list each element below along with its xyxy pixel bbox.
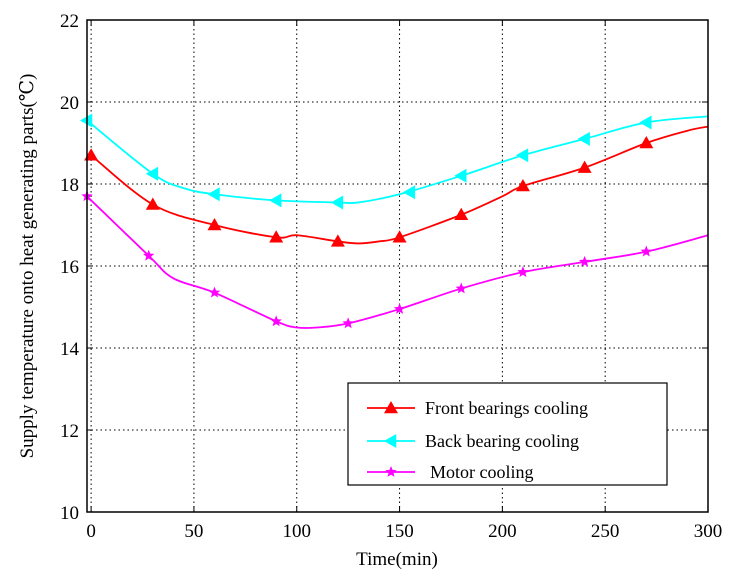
- data-point: [577, 131, 590, 146]
- x-axis-title: Time(min): [356, 549, 438, 570]
- data-point: [393, 303, 406, 314]
- legend-label: Back bearing cooling: [425, 431, 579, 451]
- data-point: [145, 197, 160, 210]
- y-tick-label: 22: [60, 11, 79, 32]
- y-axis-title: Supply temperature onto heat generating …: [17, 74, 38, 459]
- x-tick-label: 50: [184, 521, 203, 542]
- data-point: [515, 179, 530, 192]
- data-point: [207, 187, 220, 202]
- x-tick-label: 0: [86, 521, 96, 542]
- data-point: [207, 218, 222, 231]
- series-line: [90, 125, 709, 245]
- data-point: [330, 195, 344, 210]
- legend-swatch-marker: [385, 466, 397, 477]
- x-tick-label: 100: [282, 521, 311, 542]
- data-point: [454, 207, 469, 220]
- data-point: [515, 148, 529, 163]
- data-point: [145, 166, 159, 181]
- data-point: [270, 315, 282, 327]
- data-point: [454, 168, 467, 183]
- y-tick-label: 12: [60, 421, 79, 442]
- data-point: [402, 185, 416, 200]
- legend-swatch-marker: [384, 434, 397, 448]
- data-point: [639, 136, 654, 149]
- y-tick-label: 14: [60, 339, 80, 360]
- y-tick-label: 18: [60, 175, 79, 196]
- data-point: [517, 266, 529, 277]
- x-tick-label: 250: [591, 521, 620, 542]
- y-tick-label: 20: [60, 93, 79, 114]
- legend-entry: Front bearings cooling: [367, 398, 588, 418]
- data-point: [577, 160, 592, 173]
- legend-box: [347, 382, 668, 486]
- data-point: [578, 255, 591, 267]
- data-point: [269, 230, 284, 243]
- x-tick-label: 200: [488, 521, 517, 542]
- y-tick-label: 10: [60, 503, 79, 524]
- y-tick-label: 16: [60, 257, 79, 278]
- series-2: [80, 113, 709, 210]
- data-point: [330, 234, 345, 247]
- data-point: [342, 317, 354, 329]
- data-point: [640, 245, 653, 257]
- data-point: [269, 193, 282, 208]
- x-tick-label: 300: [694, 521, 723, 542]
- series-layer: [80, 113, 709, 330]
- legend-label: Front bearings cooling: [425, 398, 588, 418]
- legend-swatch-marker: [384, 401, 398, 414]
- series-1: [84, 125, 709, 247]
- legend-entry: Back bearing cooling: [367, 431, 579, 451]
- legend-entry: Motor cooling: [367, 462, 534, 482]
- data-point: [80, 113, 93, 128]
- data-point: [455, 282, 467, 294]
- legend-label: Motor cooling: [430, 462, 534, 482]
- ticks-layer: 0 50 100 150 200 250 300 10 12 14 16 18 20 22: [60, 11, 722, 542]
- x-tick-label: 150: [385, 521, 414, 542]
- data-point: [392, 230, 407, 243]
- data-point: [639, 115, 652, 130]
- data-point: [208, 286, 221, 298]
- legend: Front bearings cooling Back bearing cooli…: [347, 382, 668, 486]
- data-point: [142, 249, 155, 261]
- series-line: [86, 195, 709, 330]
